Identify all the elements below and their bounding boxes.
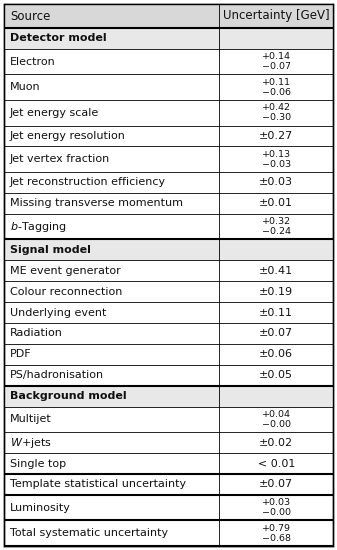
Text: ±0.02: ±0.02 bbox=[259, 438, 293, 448]
Text: $b$-Tagging: $b$-Tagging bbox=[10, 219, 67, 234]
Text: +0.79: +0.79 bbox=[262, 524, 291, 532]
Text: ±0.05: ±0.05 bbox=[259, 370, 293, 380]
Text: +0.32: +0.32 bbox=[262, 217, 291, 226]
Text: +0.04: +0.04 bbox=[262, 410, 291, 419]
Bar bbox=[4, 28, 333, 49]
Text: Uncertainty [GeV]: Uncertainty [GeV] bbox=[223, 9, 330, 23]
Text: Luminosity: Luminosity bbox=[10, 503, 71, 513]
Text: −0.24: −0.24 bbox=[262, 227, 291, 236]
Text: $W$+jets: $W$+jets bbox=[10, 436, 52, 450]
Text: Jet vertex fraction: Jet vertex fraction bbox=[10, 154, 110, 164]
Text: ±0.07: ±0.07 bbox=[259, 328, 293, 338]
Text: Template statistical uncertainty: Template statistical uncertainty bbox=[10, 480, 186, 490]
Text: Single top: Single top bbox=[10, 459, 66, 469]
Text: +0.11: +0.11 bbox=[262, 78, 291, 86]
Text: −0.00: −0.00 bbox=[262, 508, 291, 518]
Text: Missing transverse momentum: Missing transverse momentum bbox=[10, 199, 183, 208]
Text: Background model: Background model bbox=[10, 391, 127, 401]
Text: −0.30: −0.30 bbox=[262, 113, 291, 123]
Text: −0.03: −0.03 bbox=[262, 160, 291, 169]
Text: −0.06: −0.06 bbox=[262, 88, 291, 97]
Text: Colour reconnection: Colour reconnection bbox=[10, 287, 122, 296]
Text: Total systematic uncertainty: Total systematic uncertainty bbox=[10, 528, 168, 538]
Text: ±0.11: ±0.11 bbox=[259, 307, 293, 317]
Text: +0.14: +0.14 bbox=[262, 52, 291, 61]
Text: ±0.19: ±0.19 bbox=[259, 287, 293, 296]
Text: ±0.27: ±0.27 bbox=[259, 131, 294, 141]
Text: Radiation: Radiation bbox=[10, 328, 63, 338]
Bar bbox=[4, 4, 333, 28]
Text: < 0.01: < 0.01 bbox=[257, 459, 295, 469]
Text: −0.00: −0.00 bbox=[262, 420, 291, 429]
Bar bbox=[4, 386, 333, 406]
Text: −0.07: −0.07 bbox=[262, 62, 291, 72]
Text: ±0.41: ±0.41 bbox=[259, 266, 293, 276]
Text: ±0.07: ±0.07 bbox=[259, 480, 293, 490]
Text: +0.13: +0.13 bbox=[262, 150, 291, 158]
Text: Detector model: Detector model bbox=[10, 34, 106, 43]
Text: Electron: Electron bbox=[10, 57, 56, 67]
Text: ±0.03: ±0.03 bbox=[259, 178, 293, 188]
Text: ±0.01: ±0.01 bbox=[259, 199, 293, 208]
Text: Underlying event: Underlying event bbox=[10, 307, 106, 317]
Text: Jet energy scale: Jet energy scale bbox=[10, 108, 99, 118]
Text: ±0.06: ±0.06 bbox=[259, 349, 293, 359]
Text: Jet reconstruction efficiency: Jet reconstruction efficiency bbox=[10, 178, 166, 188]
Bar bbox=[4, 239, 333, 260]
Text: +0.03: +0.03 bbox=[262, 498, 291, 507]
Text: Multijet: Multijet bbox=[10, 414, 52, 425]
Text: +0.42: +0.42 bbox=[262, 103, 291, 112]
Text: PDF: PDF bbox=[10, 349, 32, 359]
Text: Muon: Muon bbox=[10, 82, 41, 92]
Text: PS/hadronisation: PS/hadronisation bbox=[10, 370, 104, 380]
Text: Source: Source bbox=[10, 9, 50, 23]
Text: Jet energy resolution: Jet energy resolution bbox=[10, 131, 126, 141]
Text: Signal model: Signal model bbox=[10, 245, 91, 255]
Text: ME event generator: ME event generator bbox=[10, 266, 121, 276]
Text: −0.68: −0.68 bbox=[262, 534, 291, 543]
